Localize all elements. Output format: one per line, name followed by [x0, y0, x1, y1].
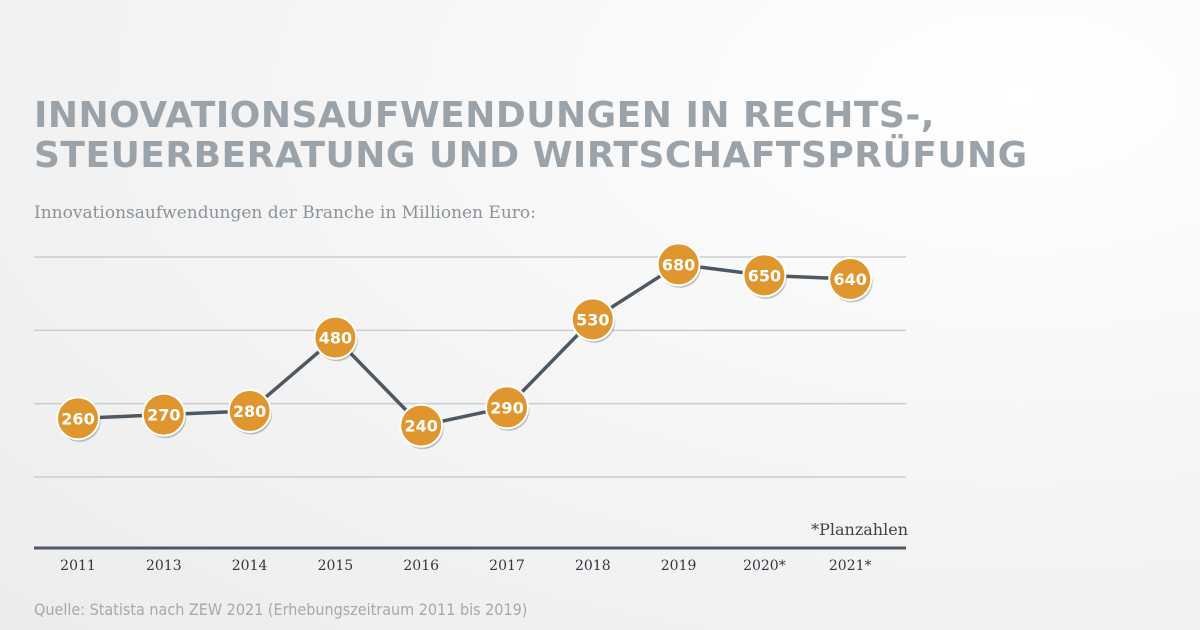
chart-title: INNOVATIONSAUFWENDUNGEN IN RECHTS-, STEU… — [34, 96, 1028, 176]
data-label: 240 — [404, 417, 437, 436]
x-tick-label: 2017 — [489, 558, 525, 574]
x-tick-label: 2021* — [829, 558, 872, 574]
data-label: 530 — [576, 310, 609, 329]
planned-figures-note: *Planzahlen — [811, 520, 908, 539]
data-label: 260 — [61, 409, 94, 428]
x-tick-label: 2014 — [232, 558, 268, 574]
x-axis: 2011 2013 2014 2015 2016 2017 2018 2019 2020* 202… — [34, 546, 906, 574]
data-label: 270 — [147, 406, 180, 425]
x-tick-label: 2015 — [318, 558, 354, 574]
data-point — [313, 315, 358, 360]
chart-subtitle: Innovationsaufwendungen der Branche in M… — [34, 203, 536, 223]
x-tick-label: 2019 — [661, 558, 697, 574]
data-point — [399, 403, 444, 448]
data-label: 480 — [319, 329, 352, 348]
data-point — [141, 392, 186, 437]
data-label: 640 — [833, 270, 866, 289]
series-line-group — [76, 262, 852, 428]
data-point — [656, 242, 701, 287]
x-tick-label: 2011 — [60, 558, 96, 574]
data-point — [485, 385, 529, 430]
source-note: Quelle: Statista nach ZEW 2021 (Erhebung… — [34, 600, 528, 619]
data-point — [227, 389, 272, 433]
x-tick-label: 2018 — [575, 558, 611, 574]
data-points: 260 270 280 480 240 290 530 680 650 640 — [56, 242, 873, 450]
data-point — [570, 297, 615, 342]
data-point — [742, 253, 787, 298]
x-tick-label: 2020* — [743, 558, 786, 574]
data-label: 650 — [748, 266, 781, 285]
chart-title-line-2: STEUERBERATUNG UND WIRTSCHAFTSPRÜFUNG — [34, 135, 1028, 176]
data-label: 280 — [233, 402, 266, 421]
data-label: 290 — [490, 398, 523, 417]
x-tick-label: 2016 — [403, 558, 439, 574]
data-point — [828, 257, 873, 301]
data-point — [56, 396, 100, 441]
x-tick-label: 2013 — [146, 558, 182, 574]
chart-title-line-1: INNOVATIONSAUFWENDUNGEN IN RECHTS-, — [34, 95, 935, 136]
data-label: 680 — [662, 255, 695, 274]
series-line — [76, 262, 852, 428]
